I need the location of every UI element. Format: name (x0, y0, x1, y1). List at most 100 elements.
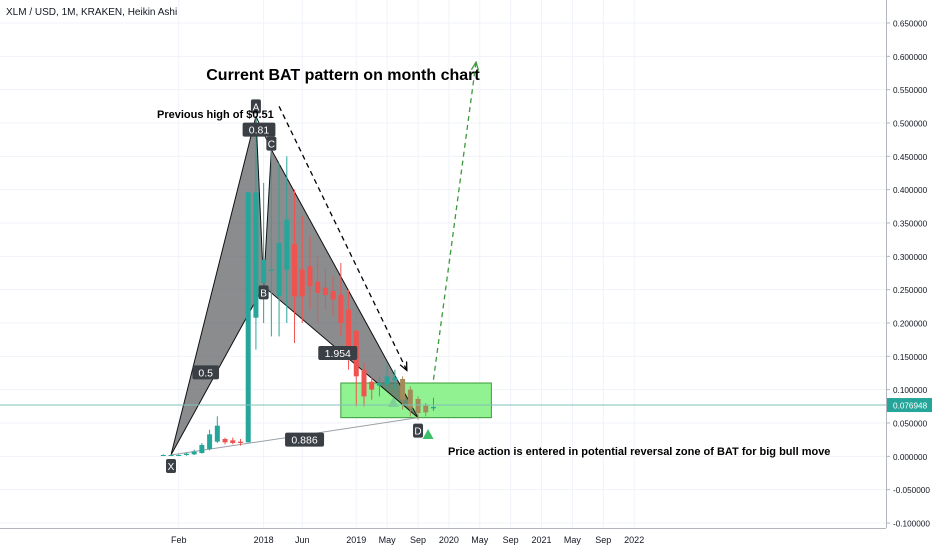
ratio-label: 1.954 (325, 348, 351, 360)
time-tick-label: May (564, 535, 582, 545)
pattern-point-d: D (413, 423, 424, 438)
time-tick-label: Sep (410, 535, 426, 545)
price-tick-label: 0.400000 (893, 186, 928, 195)
pattern-point-label: C (268, 140, 275, 151)
candle-body (183, 453, 189, 455)
candle-body (253, 192, 259, 318)
candle-body (276, 243, 282, 297)
candle-body (284, 219, 290, 270)
candle-body (191, 451, 197, 455)
price-tick-label: -0.100000 (893, 520, 930, 529)
signal-triangle-marker (387, 397, 399, 407)
candle-body (207, 434, 213, 449)
candle-body (292, 244, 298, 297)
pattern-point-label: D (414, 427, 421, 438)
pattern-point-label: A (253, 102, 260, 113)
ratio-label-group: 0.5 (192, 365, 220, 380)
ratio-label-group: 0.81 (242, 122, 276, 137)
pattern-point-badge (266, 136, 277, 151)
price-tick-label: 0.200000 (893, 320, 928, 329)
symbol-header: XLM / USD, 1M, KRAKEN, Heikin Ashi (6, 7, 177, 18)
price-tick-label: 0.500000 (893, 120, 928, 129)
candle-body (299, 269, 305, 297)
pattern-point-b: B (258, 285, 269, 300)
candle-body (261, 259, 267, 283)
ratio-label: 0.5 (198, 367, 213, 379)
pattern-labels: X A B C D 0.5 0.81 1.954 0.886 (166, 99, 424, 473)
price-tick-label: 0.650000 (893, 20, 928, 29)
price-tick-label: -0.050000 (893, 486, 930, 495)
price-tick-label: 0.100000 (893, 386, 928, 395)
time-tick-label: May (471, 535, 489, 545)
candle-body (407, 389, 413, 409)
candle-body (346, 309, 352, 353)
time-tick-label: May (379, 535, 397, 545)
candle-body (430, 407, 436, 409)
candle-body (237, 441, 243, 443)
overlay-lines (0, 63, 886, 439)
ratio-label-group: 0.886 (285, 432, 325, 447)
price-tick-label: 0.150000 (893, 353, 928, 362)
time-tick-label: Feb (171, 535, 187, 545)
candle-body (199, 445, 205, 453)
pattern-point-label: X (168, 462, 175, 473)
price-tick-label: 0.600000 (893, 53, 928, 62)
time-tick-label: 2021 (532, 535, 552, 545)
pattern-point-badge (258, 285, 269, 300)
candle-body (230, 440, 236, 443)
pattern-point-badge (413, 423, 424, 438)
candle-body (392, 377, 398, 381)
projection-arrow (432, 63, 475, 380)
current-price-tag (887, 398, 932, 413)
time-tick-label: 2018 (254, 535, 274, 545)
price-tick-label: 0.450000 (893, 153, 928, 162)
candle-body (315, 281, 321, 293)
ratio-badge (242, 122, 276, 137)
candle-body (369, 381, 375, 390)
candle-body (361, 369, 367, 397)
candle-body (214, 425, 220, 442)
ratio-label-group: 1.954 (318, 346, 358, 360)
price-tick-label: 0.250000 (893, 286, 928, 295)
price-tick-label: 0.050000 (893, 420, 928, 429)
pattern-point-x: X (166, 459, 176, 473)
candle-body (415, 399, 421, 413)
candle-body (423, 405, 429, 413)
candle-body (307, 266, 313, 287)
price-tick-label: 0.550000 (893, 86, 928, 95)
time-tick-label: 2022 (624, 535, 644, 545)
candle-body (176, 455, 182, 456)
candle-body (160, 455, 166, 456)
candle-body (168, 455, 174, 456)
chart-title: Current BAT pattern on month chart (206, 67, 480, 84)
candle-body (245, 192, 251, 443)
candle-body (376, 383, 382, 386)
pattern-point-badge (250, 99, 261, 114)
ratio-badge (318, 346, 358, 360)
ratio-badge (192, 365, 220, 380)
time-tick-label: Sep (595, 535, 611, 545)
candle-body (322, 287, 328, 295)
ratio-label: 0.886 (291, 435, 317, 447)
pattern-point-c: C (266, 136, 277, 151)
price-tick-label: 0.000000 (893, 453, 928, 462)
candle-body (400, 379, 406, 400)
candle-body (338, 295, 344, 323)
pattern-point-label: B (260, 288, 267, 299)
price-tick-label: 0.300000 (893, 253, 928, 262)
time-tick-label: 2020 (439, 535, 459, 545)
ratio-label: 0.81 (249, 125, 270, 137)
trend-arrow (278, 106, 406, 369)
time-tick-label: Jun (295, 535, 310, 545)
candle-body (330, 291, 336, 300)
pattern-point-badge (166, 459, 176, 473)
candle-body (268, 269, 274, 271)
candle-body (222, 439, 228, 443)
time-tick-label: 2019 (346, 535, 366, 545)
time-tick-label: Sep (503, 535, 519, 545)
ratio-badge (285, 432, 325, 447)
current-price-label: 0.076948 (893, 402, 928, 411)
